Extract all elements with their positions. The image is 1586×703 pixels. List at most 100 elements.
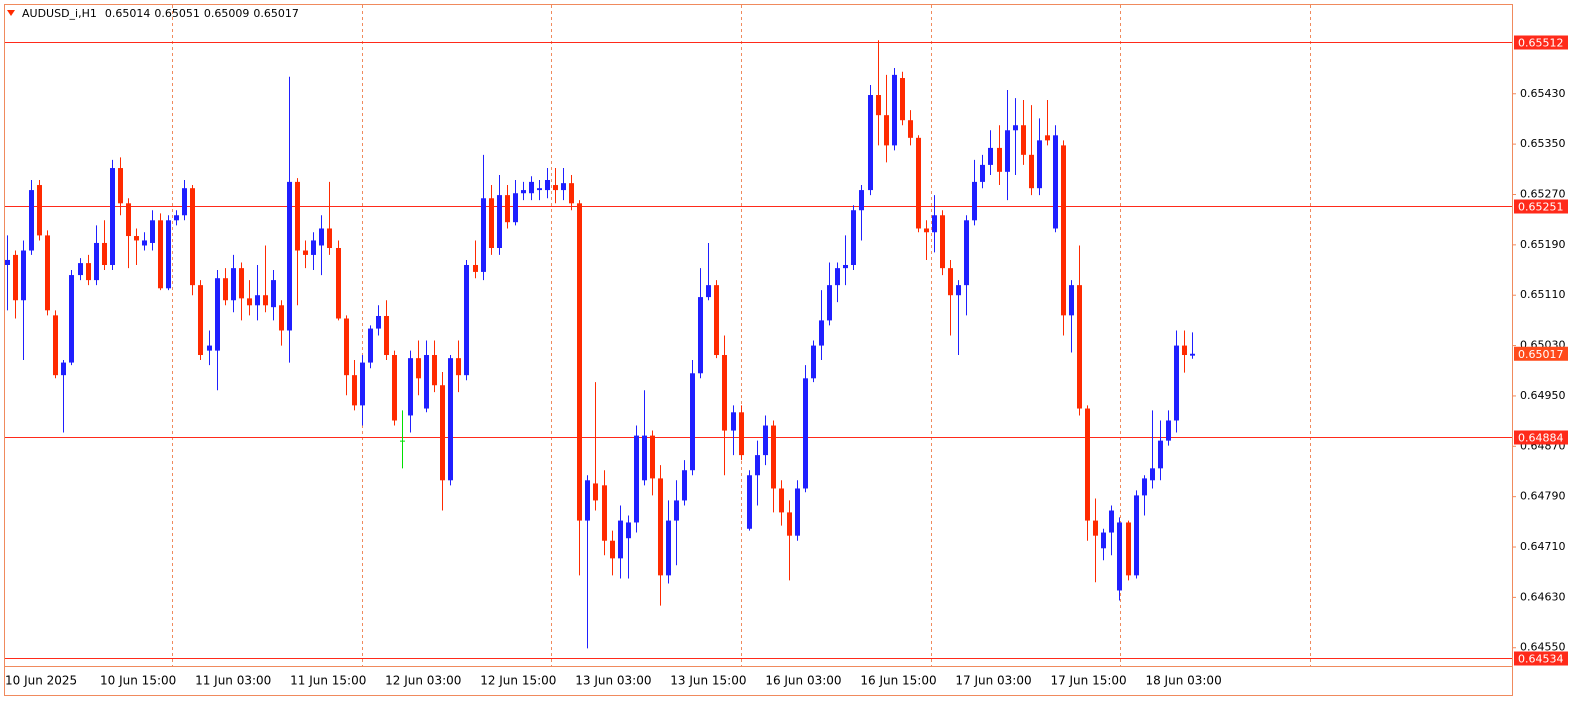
candle-body [835,268,840,286]
candle-body [1109,510,1114,533]
candle-body [456,358,461,376]
candle-body [577,203,582,521]
candle-body [964,220,969,286]
candle-body [900,78,905,121]
x-tick-label: 18 Jun 03:00 [1145,674,1221,688]
candle-body [674,500,679,521]
x-tick-label: 11 Jun 03:00 [195,674,271,688]
candle-body [585,480,590,521]
candle-body [327,228,332,248]
candle-body [158,220,163,289]
candle-body [69,275,74,363]
x-tick-label: 17 Jun 03:00 [955,674,1031,688]
candle-body [352,375,357,406]
candle-body [5,259,10,265]
candle-body [311,240,316,255]
candle-body [1085,408,1090,521]
candle-body [505,195,510,223]
candle-body [440,385,445,481]
candle-body [1150,468,1155,481]
candle-body [1021,125,1026,155]
x-tick-label: 13 Jun 03:00 [575,674,651,688]
candle-body [473,264,478,272]
header-value: 0.65017 [253,7,299,20]
candle-body [956,285,961,296]
level-box [1514,430,1568,445]
candle-body [45,235,50,311]
candle-body [231,268,236,301]
candle-body [787,512,792,536]
candle-body [626,522,631,539]
candle-body [827,285,832,321]
level-label: 0.65251 [1518,201,1564,214]
candle-body [1037,140,1042,189]
candle-body [1182,345,1187,356]
y-tick-label: 0.64710 [1520,540,1566,553]
x-tick-label: 12 Jun 03:00 [385,674,461,688]
candle-body [634,435,639,523]
candle-body [1101,532,1106,549]
candle-body [392,355,397,421]
candle-body [545,180,550,191]
candle-body [755,455,760,476]
candle-body [1142,478,1147,496]
candle-body [795,488,800,536]
candle-body [1061,145,1066,316]
candle-body [432,355,437,386]
candle-body [182,188,187,216]
candle-body [1045,135,1050,141]
x-tick-label: 11 Jun 15:00 [290,674,366,688]
candle-body [86,263,91,281]
candle-body [1093,520,1098,536]
candle-body [610,540,615,559]
candle-body [142,240,147,246]
x-tick-label: 12 Jun 15:00 [480,674,556,688]
chart-header: AUDUSD_i,H1 0.65014 0.65051 0.65009 0.65017 [22,7,299,20]
candle-body [150,220,155,243]
candle-body [997,147,1002,172]
candle-body [481,198,486,272]
candle-body [215,278,220,351]
candle-body [859,190,864,211]
candle-body [497,195,502,248]
y-tick-label: 0.65190 [1520,238,1566,251]
candle-body [722,355,727,431]
candle-body [731,412,736,431]
header-arrow [7,10,15,16]
candle-body [972,181,977,221]
candle-body [763,425,768,456]
candle-body [247,298,252,306]
y-tick-label: 0.64630 [1520,590,1566,603]
candle-body [916,137,921,229]
candle-body [811,345,816,379]
candle-body [29,190,34,251]
candle-body [271,280,276,308]
candle-body [239,268,244,299]
candle-body [126,203,131,237]
x-tick-label: 13 Jun 15:00 [670,674,746,688]
symbol: AUDUSD_i,H1 [22,7,97,20]
candle-body [489,198,494,248]
candle-body [739,412,744,456]
candle-body [1134,495,1139,576]
candle-body [13,254,18,301]
candle-body [1190,353,1195,356]
level-box [1514,651,1568,666]
candle-body [650,435,655,479]
candle-body [932,215,937,233]
candle-body [255,295,260,306]
candle-body [851,210,856,265]
candle-body [803,378,808,489]
time-axis-frame [4,666,1513,696]
candle-body [553,185,558,191]
candle-body [980,164,985,182]
candle-body [384,315,389,356]
level-label: 0.64884 [1518,432,1564,445]
candle-body [940,215,945,269]
candle-body [198,285,203,356]
candle-body [21,250,26,301]
candle-body [666,520,671,576]
candle-body [537,188,542,191]
